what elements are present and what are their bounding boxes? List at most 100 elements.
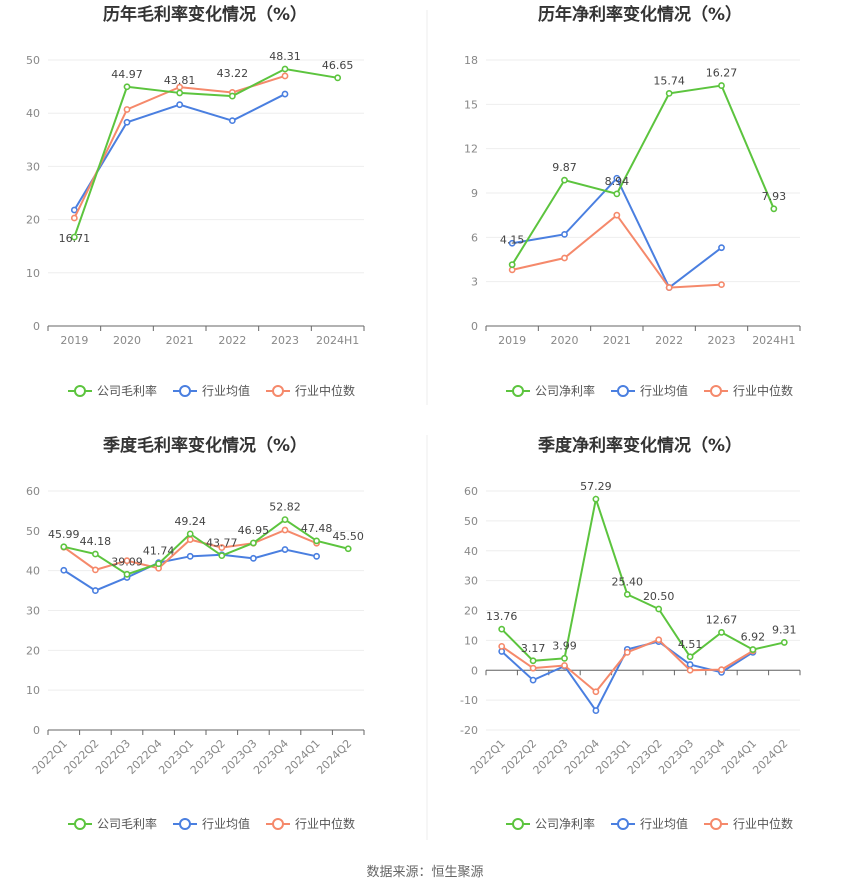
legend-label: 行业中位数 — [295, 816, 355, 831]
legend-label: 行业均值 — [202, 383, 250, 398]
data-point-company — [623, 590, 631, 598]
data-point-median — [623, 648, 631, 656]
y-tick-label: 50 — [26, 54, 40, 67]
chart-1: 历年毛利率变化情况（%） 0 10 20 30 40 50 2019 2020 2021 2022 2… — [26, 4, 365, 398]
data-label: 43.81 — [164, 74, 196, 87]
data-point-median — [123, 557, 131, 565]
data-point-avg — [613, 174, 621, 182]
legend-item-avg[interactable]: 行业均值 — [173, 383, 250, 398]
y-tick-label: 50 — [26, 525, 40, 538]
legend-marker — [74, 818, 86, 830]
legend-item-company[interactable]: 公司净利率 — [506, 383, 595, 398]
data-point-company — [529, 657, 537, 665]
y-tick-label: 0 — [33, 724, 40, 737]
data-point-company — [770, 205, 778, 213]
data-label: 9.31 — [772, 623, 797, 636]
data-point-median — [686, 666, 694, 674]
data-point-company — [176, 89, 184, 97]
x-tick-label: 2021 — [166, 334, 194, 347]
legend-label: 公司毛利率 — [97, 816, 157, 831]
data-label: 3.99 — [552, 639, 577, 652]
legend-marker — [272, 818, 284, 830]
legend-marker — [179, 385, 191, 397]
data-source: 数据来源：恒生聚源 — [366, 865, 483, 880]
data-point-median — [498, 642, 506, 650]
x-tick-label: 2023 — [708, 334, 736, 347]
data-label: 43.22 — [217, 67, 249, 80]
data-point-avg — [718, 244, 725, 252]
legend-item-company[interactable]: 公司毛利率 — [68, 383, 157, 398]
data-point-median — [123, 106, 131, 113]
x-tick-label: 2020 — [551, 334, 579, 347]
legend-item-median[interactable]: 行业中位数 — [704, 816, 793, 831]
legend-item-median[interactable]: 行业中位数 — [704, 383, 793, 398]
legend-label: 行业中位数 — [733, 816, 793, 831]
data-point-avg — [281, 90, 289, 98]
data-point-avg — [686, 661, 694, 668]
x-tick-label: 2022 — [655, 334, 683, 347]
data-label: 49.24 — [174, 515, 206, 528]
legend-marker — [617, 818, 629, 830]
legend-item-avg[interactable]: 行业均值 — [611, 383, 688, 398]
legend-item-median[interactable]: 行业中位数 — [266, 816, 355, 831]
data-label: 43.77 — [206, 537, 238, 550]
data-label: 15.74 — [653, 74, 685, 87]
x-tick-label: 2024Q2 — [314, 737, 354, 777]
legend-marker — [512, 385, 524, 397]
legend-item-avg[interactable]: 行业均值 — [611, 816, 688, 831]
data-point-company — [498, 625, 506, 633]
data-point-company — [613, 190, 621, 198]
data-point-median — [281, 526, 289, 534]
data-label: 4.15 — [500, 234, 525, 247]
y-tick-label: 10 — [464, 634, 478, 647]
data-point-company — [228, 92, 236, 100]
y-tick-label: 15 — [464, 98, 478, 111]
y-tick-label: 18 — [464, 54, 478, 67]
y-tick-label: 0 — [33, 320, 40, 333]
x-tick-label: 2020 — [113, 334, 141, 347]
legend-item-avg[interactable]: 行业均值 — [173, 816, 250, 831]
chart-title: 历年毛利率变化情况（%） — [103, 4, 307, 25]
x-tick-label: 2024H1 — [752, 334, 795, 347]
data-label: 16.27 — [706, 67, 738, 80]
legend-marker — [710, 818, 722, 830]
data-point-company — [92, 550, 99, 558]
x-tick-label: 2019 — [498, 334, 526, 347]
series-line-company — [500, 495, 785, 662]
legend-label: 公司净利率 — [535, 383, 595, 398]
chart-title: 季度毛利率变化情况（%） — [103, 435, 307, 456]
legend-item-company[interactable]: 公司净利率 — [506, 816, 595, 831]
data-point-company — [561, 654, 568, 662]
data-point-company — [561, 176, 568, 184]
data-point-avg — [176, 101, 184, 109]
legend-label: 行业均值 — [202, 816, 250, 831]
y-tick-label: 30 — [26, 160, 40, 173]
data-label: 52.82 — [269, 501, 301, 514]
data-point-company — [749, 646, 757, 653]
data-point-avg — [281, 546, 289, 553]
legend-item-median[interactable]: 行业中位数 — [266, 383, 355, 398]
data-point-median — [561, 662, 568, 669]
data-point-company — [218, 552, 226, 560]
y-tick-label: 40 — [26, 107, 40, 120]
y-tick-label: 0 — [471, 664, 478, 677]
legend-label: 公司毛利率 — [97, 383, 157, 398]
series-line-company — [73, 67, 338, 238]
data-point-company — [655, 605, 663, 613]
data-label: 12.67 — [706, 613, 738, 626]
data-label: 47.48 — [301, 522, 333, 535]
x-tick-label: 2019 — [60, 334, 88, 347]
data-point-avg — [592, 707, 600, 714]
legend-label: 行业中位数 — [295, 383, 355, 398]
legend-item-company[interactable]: 公司毛利率 — [68, 816, 157, 831]
data-label: 3.17 — [521, 642, 546, 655]
y-tick-label: 20 — [26, 214, 40, 227]
data-label: 45.99 — [48, 528, 80, 541]
data-point-avg — [123, 118, 131, 126]
y-tick-label: 6 — [471, 231, 478, 244]
data-point-company — [70, 233, 78, 241]
data-point-company — [123, 83, 131, 91]
y-tick-label: -20 — [460, 724, 478, 737]
chart-2: 历年净利率变化情况（%） 0 3 6 9 12 15 18 2019 2020 2021 2022 20… — [464, 4, 801, 398]
data-point-company — [592, 495, 600, 503]
